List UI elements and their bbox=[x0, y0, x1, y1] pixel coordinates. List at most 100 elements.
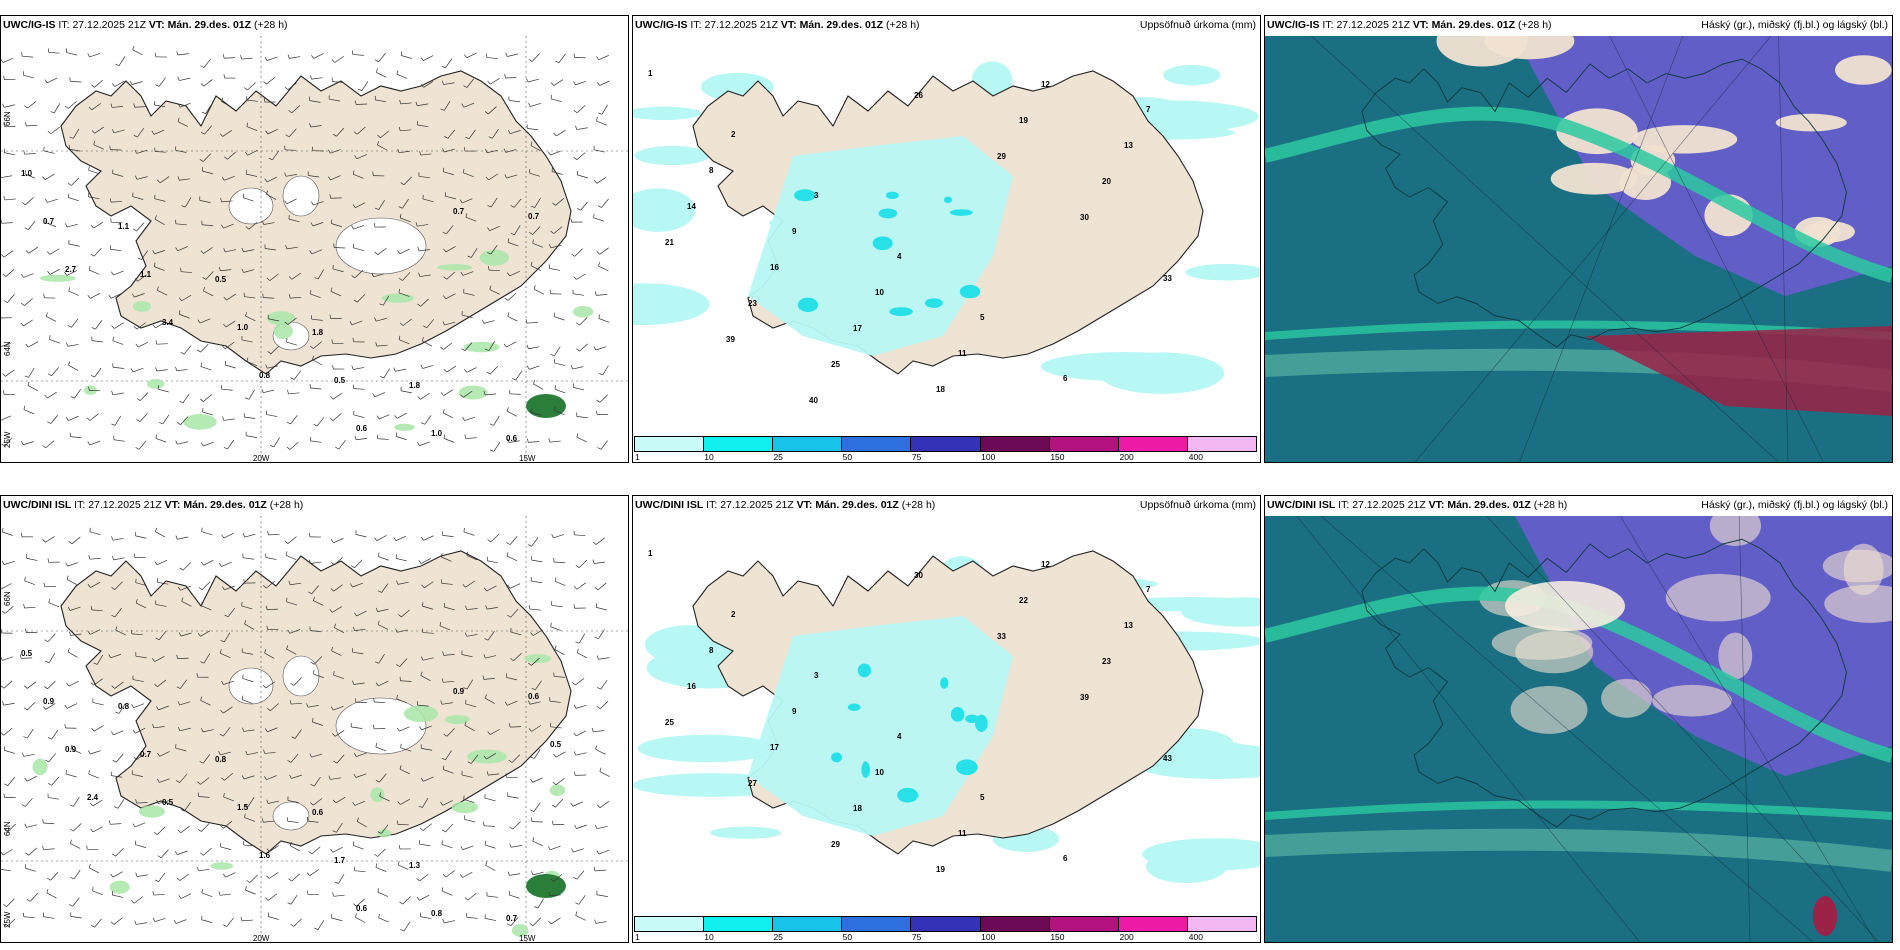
wind-barb bbox=[333, 243, 346, 249]
wind-barb bbox=[1, 343, 11, 347]
wind-barb bbox=[223, 917, 234, 927]
graticule-line bbox=[1296, 516, 1640, 942]
wind-barb bbox=[112, 80, 125, 87]
precip-value-label: 5 bbox=[980, 793, 985, 802]
clear-patch bbox=[1515, 630, 1594, 674]
precip-value-label: 0.6 bbox=[528, 692, 540, 701]
wind-barb bbox=[70, 869, 81, 880]
wind-barb bbox=[554, 645, 565, 656]
wind-barb bbox=[507, 312, 518, 322]
wind-barb bbox=[132, 45, 143, 56]
glacier bbox=[228, 187, 274, 225]
wind-barb bbox=[109, 198, 123, 203]
wind-barb bbox=[26, 893, 38, 902]
wind-barb bbox=[220, 197, 233, 203]
wind-barb bbox=[353, 773, 367, 778]
wind-barb bbox=[574, 771, 587, 776]
wind-barb bbox=[1, 437, 13, 447]
wind-barb bbox=[197, 318, 211, 324]
wind-barb bbox=[444, 129, 456, 139]
wind-barb bbox=[241, 601, 253, 610]
cloud-band bbox=[1265, 106, 1892, 283]
precip-value-label: 0.7 bbox=[43, 217, 55, 226]
wind-barb bbox=[596, 890, 608, 897]
wind-barb bbox=[175, 219, 187, 226]
wind-barb bbox=[286, 415, 298, 425]
wind-barb bbox=[4, 823, 16, 833]
wind-barb bbox=[88, 770, 100, 779]
wind-barb bbox=[266, 799, 279, 804]
wind-barb bbox=[90, 221, 104, 229]
wind-barb bbox=[154, 147, 167, 153]
wind-barb bbox=[465, 632, 478, 637]
wind-barb bbox=[201, 559, 214, 566]
wind-barb bbox=[65, 562, 79, 567]
wind-barb bbox=[417, 298, 429, 307]
wind-barb bbox=[241, 648, 254, 655]
panel-title: Uppsöfnuð úrkoma (mm) bbox=[1139, 499, 1256, 511]
wind-barb bbox=[576, 170, 588, 179]
wind-barb bbox=[598, 262, 609, 272]
wind-barb bbox=[531, 556, 543, 563]
precip-value-label: 1.1 bbox=[140, 270, 152, 279]
wind-barb bbox=[42, 173, 55, 180]
cloud-high-thick bbox=[1813, 896, 1837, 936]
wind-barb bbox=[354, 100, 368, 105]
wind-barb bbox=[268, 150, 280, 161]
precip-core bbox=[847, 703, 861, 711]
wind-barb bbox=[3, 390, 16, 396]
wind-barb bbox=[113, 435, 125, 442]
wind-barb bbox=[420, 364, 434, 369]
wind-barb bbox=[593, 213, 605, 222]
panel-header: UWC/IG-IS IT: 27.12.2025 21Z VT: Mán. 29… bbox=[1267, 19, 1552, 31]
wind-barb bbox=[351, 365, 365, 370]
wind-barb bbox=[399, 765, 411, 775]
wind-barb bbox=[177, 701, 191, 706]
wind-barb bbox=[156, 286, 168, 296]
wind-barb bbox=[245, 431, 258, 438]
wind-barb bbox=[219, 561, 232, 567]
wind-barb bbox=[505, 673, 518, 681]
wind-barb bbox=[572, 383, 585, 391]
wind-barb bbox=[313, 670, 324, 679]
wind-barb bbox=[489, 285, 500, 295]
wind-barb bbox=[90, 247, 102, 257]
wind-barb bbox=[24, 775, 38, 782]
wind-barb bbox=[241, 268, 255, 273]
wind-barb bbox=[284, 317, 297, 325]
wind-barb bbox=[135, 599, 147, 609]
wind-barb bbox=[398, 198, 409, 209]
wind-barb bbox=[66, 342, 79, 347]
wind-barb bbox=[420, 535, 434, 541]
wind-barb bbox=[352, 384, 365, 390]
wind-barb bbox=[352, 50, 364, 56]
legend-swatch bbox=[842, 437, 912, 451]
wind-barb bbox=[593, 145, 605, 153]
wind-barb bbox=[416, 873, 429, 882]
lat-label: 66N bbox=[3, 591, 12, 606]
precip-spot bbox=[451, 801, 479, 814]
wind-barb bbox=[244, 82, 256, 91]
precip-value-label: 1.0 bbox=[431, 429, 443, 438]
wind-barb bbox=[47, 367, 59, 377]
wind-barb bbox=[332, 892, 345, 897]
wind-barb bbox=[1, 415, 12, 421]
wind-barb bbox=[395, 628, 408, 633]
wind-barb bbox=[4, 148, 16, 156]
wind-barb bbox=[354, 435, 368, 441]
wind-barb bbox=[241, 335, 253, 343]
wind-barb bbox=[529, 226, 541, 235]
wind-barb bbox=[244, 797, 255, 807]
wind-barb bbox=[287, 54, 301, 59]
wind-barb bbox=[595, 603, 607, 611]
precip-core bbox=[794, 189, 816, 202]
wind-barb bbox=[548, 917, 561, 925]
wind-barb bbox=[23, 912, 35, 919]
lon-label: 20W bbox=[253, 454, 270, 463]
wind-barb bbox=[575, 633, 586, 644]
wind-barb bbox=[310, 222, 324, 227]
precip-value-label: 10 bbox=[875, 768, 884, 777]
wind-barb bbox=[310, 798, 323, 806]
wind-barb bbox=[507, 271, 520, 277]
wind-barb bbox=[289, 774, 302, 779]
